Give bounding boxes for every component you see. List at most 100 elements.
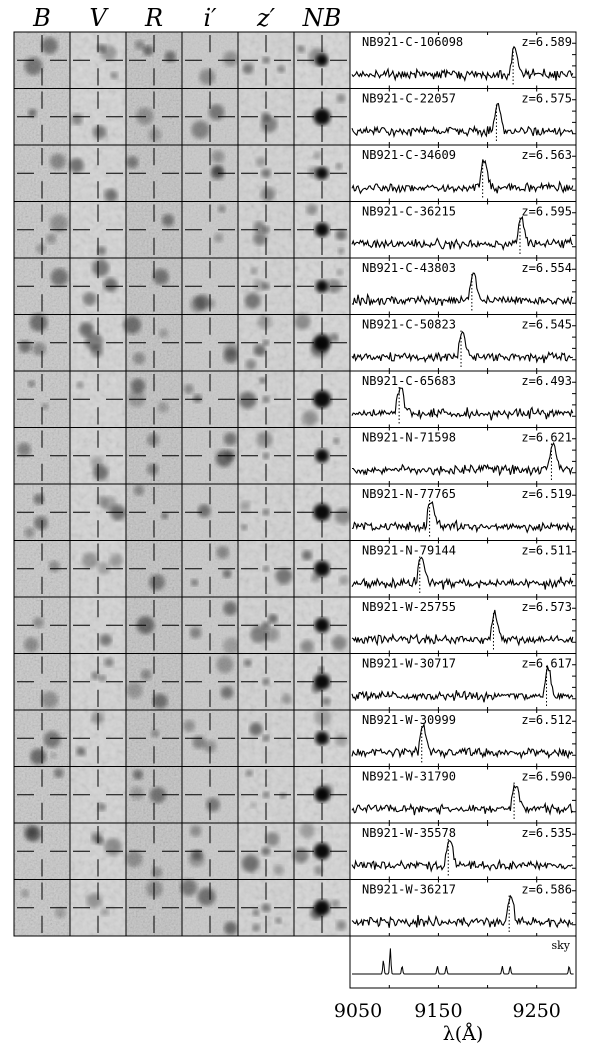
thumbnail-3 (182, 541, 238, 598)
thumbnail-1 (70, 315, 126, 372)
spectrum-panel: NB921-N-79144 z=6.511 (350, 541, 576, 598)
thumbnail-5 (294, 428, 350, 485)
thumbnail-row (14, 89, 350, 146)
sky-label: sky (551, 939, 570, 952)
thumbnail-1 (70, 597, 126, 654)
thumbnail-row (14, 428, 350, 485)
thumbnail-4 (238, 371, 294, 428)
thumbnail-3 (182, 371, 238, 428)
thumbnail-4 (238, 202, 294, 259)
spectrum-panel: NB921-C-106098 z=6.589 (350, 32, 576, 89)
thumbnail-5 (294, 597, 350, 654)
thumbnail-row (14, 202, 350, 259)
thumbnail-3 (182, 202, 238, 259)
thumbnail-3 (182, 710, 238, 767)
redshift-label: z=6.554 (521, 261, 572, 275)
redshift-label: z=6.512 (521, 713, 572, 727)
thumbnail-1 (70, 89, 126, 146)
object-id-label: NB921-N-79144 (362, 544, 456, 558)
thumbnail-1 (70, 428, 126, 485)
thumbnail-5 (294, 89, 350, 146)
thumbnail-row (14, 541, 350, 598)
band-label-3: i′ (203, 4, 217, 32)
sky-panel: sky (350, 936, 576, 988)
redshift-label: z=6.586 (521, 883, 572, 897)
thumbnail-2 (126, 32, 182, 89)
thumbnail-5 (294, 32, 350, 89)
thumbnail-5 (294, 202, 350, 259)
band-label-4: z′ (256, 4, 276, 32)
spectrum-panel: NB921-C-65683 z=6.493 (350, 371, 576, 428)
redshift-label: z=6.493 (521, 374, 572, 388)
thumbnail-2 (126, 371, 182, 428)
thumbnail-3 (180, 879, 238, 936)
spectrum-panel: NB921-C-50823 z=6.545 (350, 315, 576, 372)
spectrum-panel: NB921-C-36215 z=6.595 (350, 202, 576, 259)
object-id-label: NB921-C-22057 (362, 92, 456, 106)
spectrum-panel: NB921-W-36217 z=6.586 (350, 880, 576, 937)
thumbnail-1 (70, 823, 126, 880)
thumbnail-2 (126, 654, 182, 711)
redshift-label: z=6.621 (521, 431, 572, 445)
object-id-label: NB921-W-30717 (362, 657, 456, 671)
thumbnail-0 (14, 32, 70, 89)
redshift-label: z=6.563 (521, 148, 572, 162)
spectrum-panel: NB921-C-43803 z=6.554 (350, 258, 576, 315)
thumbnail-0 (14, 880, 70, 937)
spectrum-panel: NB921-N-77765 z=6.519 (350, 484, 576, 541)
redshift-label: z=6.595 (521, 205, 572, 219)
thumbnail-4 (238, 654, 294, 711)
thumbnail-0 (14, 654, 70, 711)
object-id-label: NB921-C-106098 (362, 35, 463, 49)
object-id-label: NB921-W-31790 (362, 770, 456, 784)
thumbnail-3 (182, 32, 238, 89)
thumbnail-1 (70, 371, 126, 428)
thumbnail-5 (294, 145, 350, 202)
redshift-label: z=6.511 (521, 544, 572, 558)
x-tick-label: 9050 (334, 1000, 382, 1022)
thumbnail-4 (238, 258, 294, 315)
thumbnail-0 (14, 428, 70, 485)
thumbnail-0 (14, 597, 70, 654)
thumbnail-1 (70, 654, 126, 711)
object-id-label: NB921-C-65683 (362, 374, 456, 388)
thumbnail-0 (14, 145, 70, 202)
thumbnail-row (14, 258, 350, 315)
thumbnail-5 (294, 314, 350, 371)
thumbnail-0 (14, 202, 70, 259)
thumbnail-3 (182, 654, 238, 711)
x-tick-label: 9250 (513, 1000, 561, 1022)
thumbnail-4 (238, 541, 294, 598)
thumbnail-2 (126, 710, 182, 767)
band-label-1: V (89, 4, 109, 32)
object-id-label: NB921-C-43803 (362, 261, 456, 275)
band-label-2: R (144, 4, 163, 32)
thumbnail-0 (14, 89, 70, 146)
object-id-label: NB921-C-34609 (362, 148, 456, 162)
thumbnail-3 (182, 315, 238, 372)
thumbnail-3 (182, 258, 238, 315)
thumbnail-5 (294, 371, 350, 428)
thumbnail-5 (294, 541, 350, 598)
thumbnail-1 (70, 258, 126, 315)
thumbnail-0 (14, 258, 70, 315)
thumbnail-3 (182, 428, 238, 485)
thumbnail-1 (70, 484, 126, 541)
thumbnail-4 (238, 710, 294, 767)
thumbnail-4 (238, 597, 294, 654)
thumbnail-5 (294, 258, 350, 315)
thumbnail-0 (14, 541, 70, 598)
thumbnail-5 (294, 880, 350, 937)
spectrum-panel: NB921-W-30717 z=6.617 (350, 654, 576, 711)
object-id-label: NB921-W-30999 (362, 713, 456, 727)
thumbnail-1 (70, 32, 126, 89)
thumbnail-row (14, 371, 350, 428)
thumbnail-2 (126, 597, 182, 654)
thumbnail-row (14, 313, 350, 371)
thumbnail-3 (182, 767, 238, 824)
thumbnail-0 (14, 371, 70, 428)
thumbnail-3 (182, 823, 238, 880)
object-id-label: NB921-W-25755 (362, 600, 456, 614)
thumbnail-3 (182, 597, 240, 655)
